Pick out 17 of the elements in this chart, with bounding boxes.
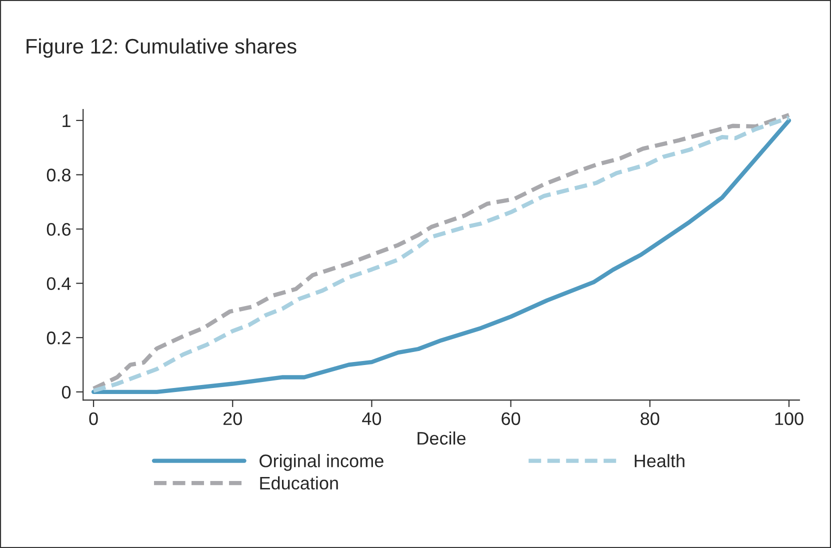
x-tick-label: 60 — [502, 412, 520, 426]
x-tick-label: 80 — [640, 412, 660, 426]
y-tick-label: 0.8 — [46, 168, 71, 182]
y-tick-label: 1 — [62, 114, 70, 127]
legend-label: Original income — [260, 454, 384, 471]
legend-label: Education — [260, 476, 338, 490]
x-tick-label: 100 — [775, 412, 804, 426]
x-axis-title: Decile — [418, 431, 466, 445]
x-tick-label: 40 — [362, 412, 382, 426]
y-tick-label: 0 — [62, 386, 71, 399]
y-tick-label: 0.4 — [46, 277, 71, 290]
chart-title: Figure 12: Cumulative shares — [26, 38, 296, 58]
y-tick-label: 0.6 — [46, 222, 71, 236]
y-tick-label: 0.2 — [46, 332, 70, 344]
legend-label: Health — [634, 454, 684, 468]
x-tick-label: 0 — [89, 412, 98, 426]
x-tick-label: 20 — [223, 412, 242, 426]
